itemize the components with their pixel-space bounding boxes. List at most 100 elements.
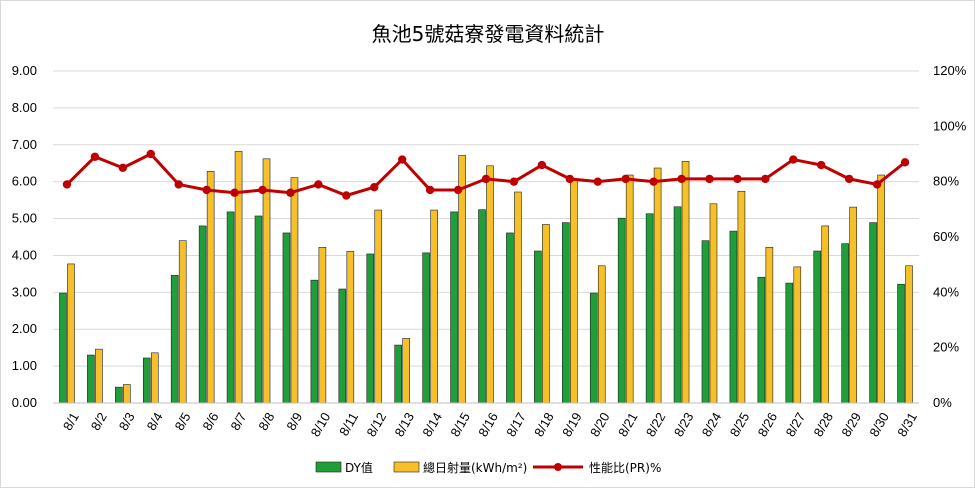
left-tick-label: 4.00 — [12, 247, 37, 262]
bar-irradiance — [597, 265, 606, 404]
bar-dy — [729, 230, 738, 404]
pr-point — [537, 160, 547, 170]
bar-irradiance — [374, 209, 383, 404]
bar-irradiance — [877, 174, 885, 404]
pr-point — [342, 191, 351, 200]
bar-dy — [701, 240, 710, 404]
bar-irradiance — [402, 338, 410, 404]
bar-dy — [422, 252, 430, 404]
x-tick-label: 8/10 — [308, 410, 334, 439]
right-tick-label: 40% — [933, 284, 959, 299]
bar-irradiance — [653, 167, 662, 404]
pr-point — [370, 183, 379, 192]
x-tick-label: 8/16 — [475, 410, 501, 439]
pr-point — [230, 188, 239, 197]
x-tick-label: 8/7 — [227, 410, 249, 433]
bar-dy — [170, 275, 179, 404]
right-tick-label: 100% — [933, 118, 967, 133]
bar-irradiance — [514, 191, 522, 404]
bar-dy — [254, 215, 263, 404]
pr-point — [397, 155, 407, 164]
bar-dy — [841, 243, 849, 404]
bar-dy — [142, 357, 151, 404]
pr-point — [258, 185, 267, 195]
bar-dy — [897, 283, 905, 404]
bar-dy — [450, 211, 458, 404]
pr-line — [62, 149, 910, 200]
left-tick-label: 7.00 — [12, 137, 37, 152]
pr-point — [286, 188, 295, 197]
bar-irradiance — [262, 158, 271, 404]
x-tick-label: 8/1 — [60, 410, 82, 433]
x-tick-label: 8/3 — [116, 410, 138, 433]
bar-irradiance — [486, 165, 494, 404]
bar-dy — [645, 213, 654, 404]
pr-point — [174, 180, 183, 189]
right-tick-label: 120% — [933, 63, 967, 78]
left-tick-label: 5.00 — [12, 211, 37, 226]
pr-point — [844, 174, 854, 184]
legend-swatch — [393, 461, 420, 473]
pr-point — [425, 185, 435, 195]
bar-irradiance — [570, 180, 578, 404]
left-tick-label: 2.00 — [12, 321, 37, 336]
bar-dy — [562, 222, 570, 404]
pr-point — [314, 180, 323, 189]
bar-dy — [589, 292, 598, 404]
right-axis: 0% 20% 40% 60% 80% 100% 120% — [933, 63, 967, 410]
bar-dy — [87, 354, 95, 404]
bar-dy — [226, 211, 235, 404]
bar-irradiance — [206, 171, 215, 404]
x-tick-label: 8/2 — [88, 410, 110, 433]
x-tick-label: 8/11 — [336, 410, 361, 439]
x-tick-label: 8/25 — [727, 410, 753, 439]
bar-dy — [813, 250, 822, 404]
bar-irradiance — [681, 161, 690, 404]
x-tick-label: 8/29 — [838, 410, 864, 439]
pr-point — [593, 177, 602, 186]
pr-point — [761, 174, 770, 184]
bar-irradiance — [821, 225, 830, 404]
bar-irradiance — [765, 247, 774, 404]
legend-label: DY值 — [345, 460, 373, 475]
x-tick-label: 8/17 — [503, 410, 529, 439]
bar-irradiance — [346, 251, 355, 404]
legend-label: 性能比(PR)% — [589, 461, 661, 475]
x-tick-label: 8/21 — [615, 410, 641, 439]
legend: DY值 總日射量(kWh/m²) 性能比(PR)% — [315, 460, 661, 475]
bar-dy — [198, 225, 207, 404]
right-tick-label: 60% — [933, 229, 959, 244]
x-tick-label: 8/22 — [643, 410, 669, 439]
bars — [59, 151, 913, 404]
bar-dy — [366, 253, 375, 404]
pr-point — [817, 160, 826, 170]
pr-point — [481, 174, 491, 184]
pr-point — [649, 177, 658, 186]
x-tick-label: 8/30 — [866, 410, 892, 439]
bar-irradiance — [178, 240, 187, 404]
bar-irradiance — [542, 224, 550, 404]
x-tick-label: 8/4 — [144, 410, 166, 433]
bar-dy — [617, 217, 626, 404]
pr-point — [62, 180, 72, 189]
legend-marker — [554, 463, 562, 471]
x-tick-label: 8/13 — [391, 410, 417, 439]
pr-point — [509, 177, 519, 186]
bar-dy — [869, 222, 877, 404]
left-tick-label: 6.00 — [12, 174, 37, 189]
pr-point — [705, 174, 714, 184]
bar-dy — [282, 232, 291, 404]
bar-irradiance — [318, 247, 327, 404]
right-tick-label: 80% — [933, 174, 959, 189]
bar-dy — [757, 276, 766, 404]
bar-irradiance — [290, 177, 299, 404]
x-tick-label: 8/27 — [783, 410, 809, 439]
left-tick-label: 0.00 — [12, 395, 37, 410]
pr-point — [872, 180, 882, 189]
bar-dy — [310, 279, 319, 404]
bar-dy — [59, 292, 67, 404]
pr-point — [789, 155, 798, 164]
bar-dy — [785, 282, 794, 404]
x-tick-label: 8/6 — [200, 410, 222, 433]
